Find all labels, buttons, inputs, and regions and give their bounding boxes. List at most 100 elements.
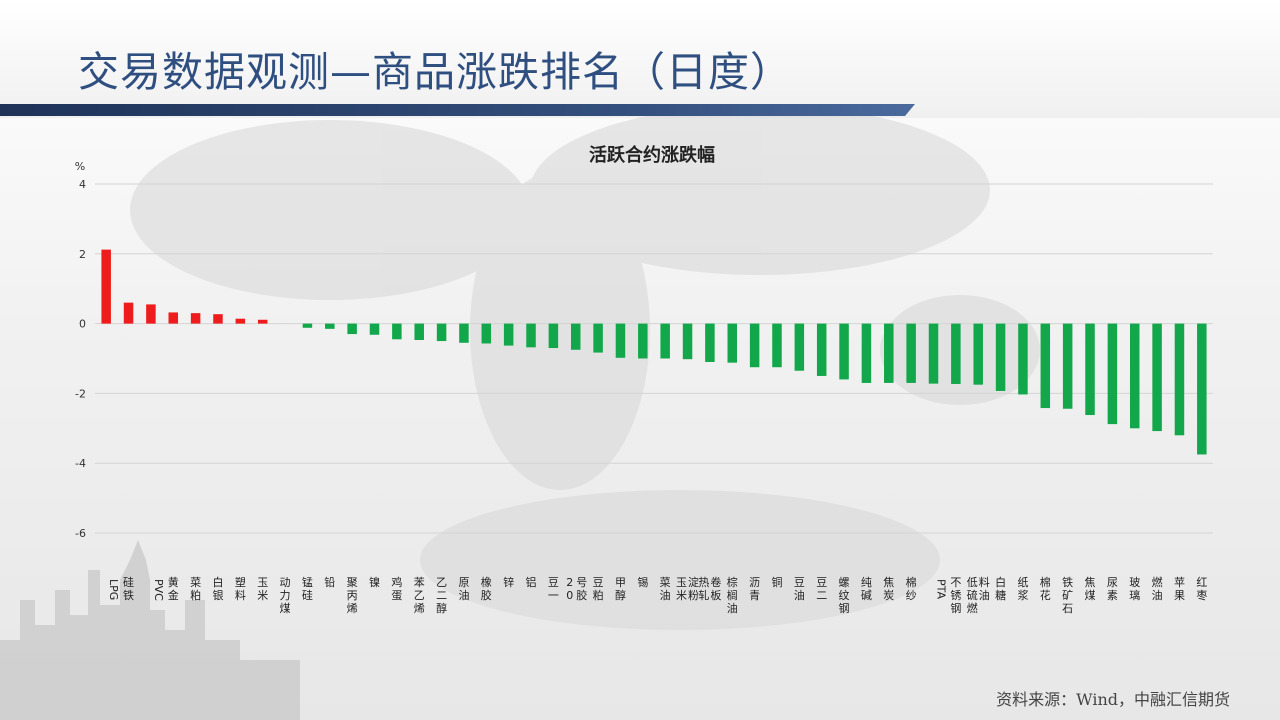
- bar-42: [1040, 323, 1051, 409]
- bar-9: [302, 323, 313, 328]
- x-tick-label: 硅铁: [123, 576, 134, 602]
- bar-22: [593, 323, 603, 353]
- bar-44: [1085, 323, 1095, 416]
- y-tick-label: 0: [79, 318, 86, 331]
- header-band: [0, 104, 915, 116]
- bar-39: [973, 323, 983, 385]
- bar-21: [570, 323, 581, 350]
- x-tick-label: 豆二: [816, 576, 827, 602]
- x-tick-label: 铅: [324, 575, 335, 589]
- x-tick-label: 锰硅: [302, 575, 313, 602]
- x-tick-label: 原油: [458, 576, 469, 602]
- x-tick-label: 玉米淀粉: [676, 575, 699, 602]
- chart-title: 活跃合约涨跌幅: [589, 144, 715, 166]
- x-tick-label: 铝: [526, 575, 537, 589]
- bar-16: [459, 323, 469, 343]
- bar-28: [727, 323, 738, 363]
- bar-43: [1062, 323, 1073, 409]
- city-skyline-silhouette: [0, 540, 300, 720]
- x-tick-label: 苹果: [1174, 575, 1185, 602]
- bar-40: [995, 323, 1006, 391]
- x-tick-label: 棕榈油: [727, 575, 738, 615]
- x-tick-label: 纯碱: [861, 576, 872, 602]
- bar-31: [794, 323, 805, 371]
- bar-23: [615, 323, 626, 358]
- bar-37: [928, 323, 939, 384]
- x-tick-label: 铁矿石: [1062, 576, 1073, 615]
- x-tick-label: 红枣: [1196, 576, 1207, 602]
- bar-15: [436, 323, 447, 342]
- x-tick-label: 橡胶: [481, 576, 492, 602]
- bar-36: [906, 323, 916, 383]
- bar-33: [839, 323, 849, 380]
- x-tick-label: 塑料: [235, 575, 246, 602]
- bar-5: [213, 314, 223, 324]
- title-bar: [0, 0, 1280, 118]
- y-tick-label: 4: [79, 178, 86, 191]
- bar-18: [503, 323, 514, 346]
- bar-17: [481, 323, 492, 344]
- bar-41: [1018, 323, 1028, 395]
- y-tick-label: 2: [79, 248, 86, 261]
- x-tick-label: 菜粕: [190, 576, 201, 602]
- x-tick-label: 豆粕: [593, 576, 604, 602]
- x-tick-label: 焦煤: [1085, 576, 1096, 602]
- x-tick-label: 白糖: [995, 575, 1006, 602]
- bar-7: [257, 319, 268, 324]
- bars: [101, 249, 1207, 455]
- x-tick-label: 黄金: [168, 575, 179, 602]
- world-map-background: [130, 105, 1040, 630]
- x-tick-label: 沥青: [749, 576, 760, 602]
- bar-27: [705, 323, 715, 362]
- bar-24: [638, 323, 648, 359]
- bar-20: [548, 323, 559, 349]
- x-tick-label: 鸡蛋: [391, 575, 402, 602]
- bar-0: [101, 249, 111, 324]
- x-tick-label: 低硫燃料油: [967, 575, 990, 615]
- bar-4: [190, 313, 201, 324]
- bar-30: [772, 323, 782, 368]
- bar-38: [951, 323, 961, 384]
- x-tick-label: 热轧卷板: [698, 575, 721, 602]
- y-axis-ticks: 4 2 0 -2 -4 -6: [75, 178, 86, 540]
- x-tick-label: 玻璃: [1129, 576, 1140, 602]
- bar-19: [526, 323, 536, 348]
- x-tick-label: 苯乙烯: [414, 575, 425, 615]
- x-tick-label: 尿素: [1107, 576, 1118, 602]
- bar-35: [884, 323, 894, 383]
- bar-29: [749, 323, 760, 368]
- x-tick-label: 动力煤: [280, 576, 291, 615]
- x-tick-label: 甲醇: [615, 576, 626, 602]
- y-tick-label: -2: [75, 387, 86, 400]
- bar-14: [414, 323, 424, 341]
- x-tick-label: 镍: [369, 575, 380, 589]
- x-tick-label: 白银: [212, 575, 223, 602]
- bar-11: [347, 323, 357, 335]
- x-tick-label: 纸浆: [1017, 576, 1028, 602]
- bar-6: [235, 318, 246, 324]
- x-tick-label: 聚丙烯: [347, 576, 358, 615]
- x-tick-label: 豆油: [794, 576, 805, 602]
- x-tick-label: 棉花: [1040, 575, 1051, 602]
- x-tick-label: 焦炭: [883, 576, 894, 602]
- x-tick-label: 锌: [503, 575, 514, 589]
- x-tick-label: 燃油: [1152, 575, 1163, 602]
- x-tick-label: 不锈钢: [950, 576, 961, 615]
- bar-48: [1174, 323, 1185, 436]
- bar-1: [123, 302, 134, 324]
- y-axis-unit: %: [75, 160, 85, 173]
- x-tick-label: 螺纹钢: [839, 576, 850, 615]
- bar-34: [861, 323, 872, 383]
- x-tick-label: PVC: [152, 579, 165, 601]
- x-tick-label: 玉米: [257, 576, 268, 602]
- bar-47: [1152, 323, 1162, 432]
- source-note: 资料来源：Wind，中融汇信期货: [996, 690, 1230, 709]
- x-tick-label: 乙二醇: [436, 576, 447, 615]
- bar-46: [1129, 323, 1140, 429]
- x-tick-label: 豆一: [548, 576, 559, 602]
- x-tick-label: 棉纱: [906, 575, 917, 602]
- bar-26: [682, 323, 693, 360]
- slide-title: 交易数据观测—商品涨跌排名（日度）: [78, 48, 792, 96]
- x-tick-label: 菜油: [660, 576, 671, 602]
